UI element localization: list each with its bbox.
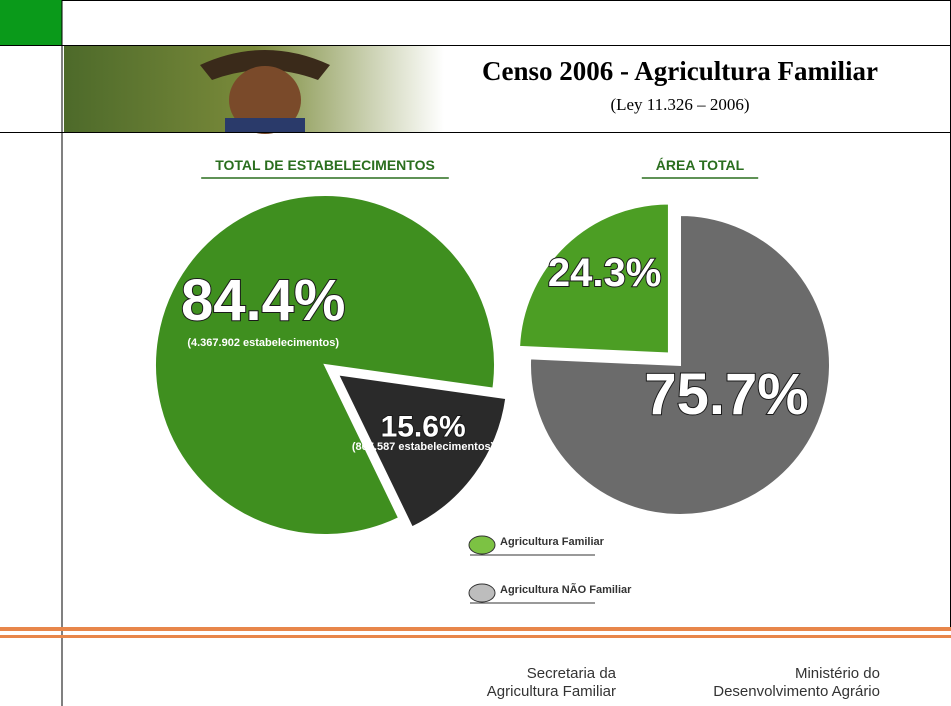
chart-title: TOTAL DE ESTABELECIMENTOS: [215, 157, 435, 173]
value-label: 84.4%: [181, 268, 345, 333]
annotation: (4.367.902 estabelecimentos): [187, 337, 339, 349]
footer-text: Secretaria da: [527, 665, 617, 682]
annotation: (807.587 estabelecimentos): [352, 441, 495, 453]
value-label: 75.7%: [644, 362, 808, 427]
pie-slice: [154, 194, 496, 536]
header-title: Censo 2006 - Agricultura Familiar: [482, 56, 878, 86]
footer-text: Desenvolvimento Agrário: [713, 683, 880, 700]
pie-slice: [518, 202, 670, 355]
legend-swatch: [468, 535, 496, 555]
photo-shirt: [225, 118, 305, 132]
legend: Agricultura Familiar Agricultura NÃO Fami…: [468, 535, 632, 604]
pie-slice: [336, 373, 508, 529]
chart-title: ÁREA TOTAL: [656, 157, 745, 173]
footer-text: Ministério do: [795, 665, 880, 682]
orange-rule: [0, 627, 951, 631]
header-subtitle: (Ley 11.326 – 2006): [610, 95, 749, 114]
value-label: 15.6%: [381, 410, 466, 443]
pie-slice: [529, 213, 831, 516]
charts: TOTAL DE ESTABELECIMENTOS 84.4% (4.367.902…: [154, 157, 831, 536]
corner-block: [0, 0, 62, 45]
legend-label: Agricultura Familiar: [500, 536, 605, 548]
orange-rule: [0, 635, 951, 638]
value-label: 24.3%: [548, 251, 661, 295]
legend-swatch: [468, 583, 496, 603]
legend-label: Agricultura NÃO Familiar: [500, 583, 632, 596]
photo-hat: [200, 50, 330, 80]
photo-face: [229, 66, 301, 134]
footer-text: Agricultura Familiar: [487, 683, 616, 700]
